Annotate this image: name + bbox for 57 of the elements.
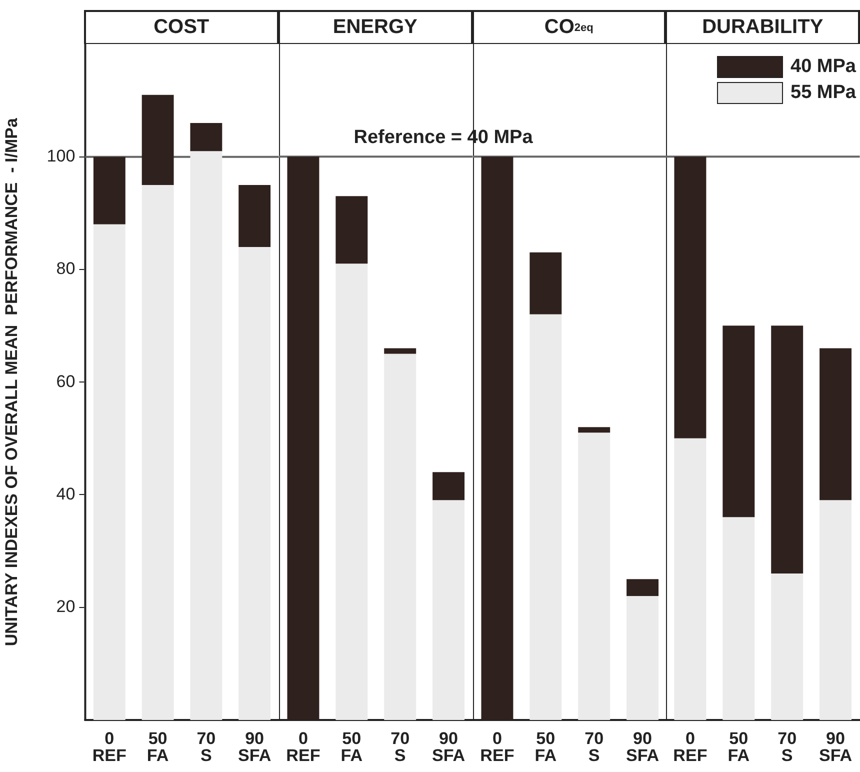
x-tick-label: 0 REF [480, 729, 514, 766]
bar [432, 472, 464, 500]
x-tick-label: 90 SFA [238, 729, 272, 766]
legend-label: 40 MPa [790, 56, 856, 78]
bar [190, 151, 222, 720]
x-tick-label: 50 FA [340, 729, 362, 766]
x-tick-label: 90 SFA [432, 729, 465, 766]
bar [771, 574, 804, 720]
bar [674, 156, 706, 438]
x-tick-label: 70 S [196, 729, 216, 766]
bar [722, 517, 755, 720]
bar [626, 579, 658, 596]
x-tick-label: 0 REF [92, 729, 126, 766]
x-tick-label: 50 FA [728, 729, 750, 766]
x-tick-label: 90 SFA [819, 729, 852, 766]
bar [432, 500, 464, 720]
bar [286, 156, 319, 720]
bar [722, 326, 755, 518]
bar [384, 354, 416, 720]
y-axis-title: UNITARY INDEXES OF OVERALL MEAN PERFORMANCE - I/MPa [2, 118, 21, 646]
x-tick-label: 50 FA [146, 729, 169, 766]
y-tick-label: 80 [56, 259, 76, 278]
y-tick-label: 60 [56, 372, 76, 391]
bar [578, 432, 610, 720]
y-tick-label: 20 [56, 597, 76, 616]
bar [480, 156, 513, 720]
y-tick-label: 100 [46, 146, 76, 166]
bar [335, 264, 368, 720]
x-tick-label: 90 SFA [625, 729, 659, 766]
bar [238, 184, 271, 247]
x-tick-label: 50 FA [534, 729, 556, 766]
chart-title: DURABILITY [665, 10, 860, 44]
legend-label: 55 MPa [790, 82, 856, 104]
bar [384, 348, 416, 354]
bar [820, 348, 852, 500]
y-tick-label: 40 [56, 484, 76, 504]
bar [820, 500, 852, 720]
bar [142, 94, 174, 185]
bar [190, 123, 222, 152]
bar [771, 326, 804, 574]
bar [335, 196, 368, 264]
bar [93, 224, 126, 720]
bar [142, 184, 174, 720]
bar [238, 246, 271, 720]
bar [529, 252, 562, 314]
bar [578, 427, 610, 433]
bar [529, 314, 562, 720]
x-tick-label: 70 S [390, 729, 410, 766]
bar [674, 438, 706, 720]
bar [626, 596, 658, 720]
x-tick-label: 70 S [778, 729, 797, 766]
bar [93, 156, 126, 224]
chart-title: ENERGY [278, 10, 472, 44]
x-tick-label: 0 REF [673, 729, 708, 766]
x-tick-label: 0 REF [286, 729, 320, 766]
chart-title: COST [84, 10, 279, 44]
x-tick-label: 70 S [584, 729, 604, 766]
